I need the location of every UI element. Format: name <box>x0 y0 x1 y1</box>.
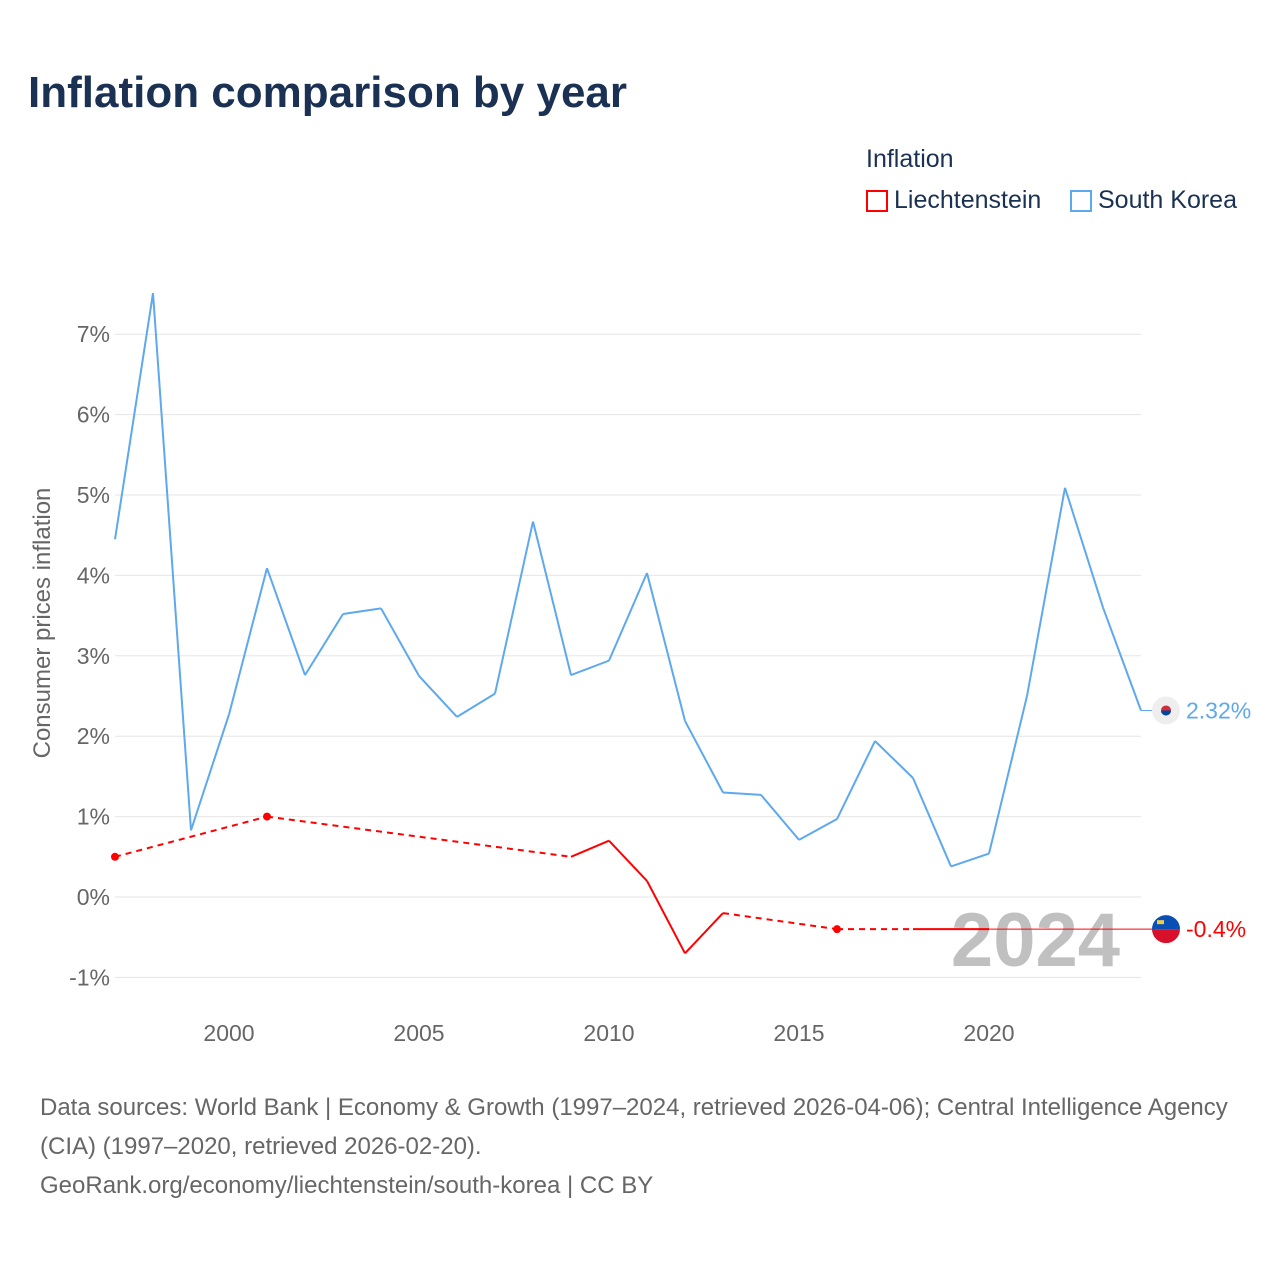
y-axis-label: Consumer prices inflation <box>29 488 56 759</box>
series-segment <box>114 293 154 540</box>
series-segment <box>228 567 268 715</box>
series-segment <box>608 572 648 662</box>
y-tick-label: 5% <box>77 482 110 508</box>
series-segment <box>494 521 534 694</box>
flag-crown <box>1157 920 1164 925</box>
x-tick-label: 2015 <box>773 1020 824 1046</box>
x-tick-label: 2000 <box>203 1020 254 1046</box>
series-segment <box>570 839 610 858</box>
series-segment <box>304 613 344 676</box>
year-watermark: 2024 <box>951 898 1120 983</box>
data-point <box>833 925 841 934</box>
series-segment <box>570 659 610 677</box>
series-segment <box>874 740 914 779</box>
series-segment <box>1064 487 1104 608</box>
series-segment <box>912 777 952 867</box>
page-title: Inflation comparison by year <box>28 68 628 117</box>
source-text: Data sources: World Bank | Economy & Gro… <box>40 1094 1228 1160</box>
series-segment <box>760 794 800 841</box>
x-tick-label: 2005 <box>393 1020 444 1046</box>
y-tick-label: 4% <box>77 562 110 588</box>
series-segment <box>266 815 572 858</box>
y-tick-label: 1% <box>77 804 110 830</box>
y-tick-label: 7% <box>77 321 110 347</box>
series-segment <box>684 720 724 793</box>
x-tick-label: 2020 <box>963 1020 1014 1046</box>
y-tick-label: 6% <box>77 402 110 428</box>
series-segment <box>722 791 762 796</box>
series-segment <box>342 607 382 615</box>
y-tick-label: 0% <box>77 884 110 910</box>
x-tick-label: 2010 <box>583 1020 634 1046</box>
legend-label: South Korea <box>1098 186 1237 214</box>
y-tick-label: 2% <box>77 723 110 749</box>
series-segment <box>532 521 572 676</box>
series-segment <box>190 714 230 831</box>
series-segment <box>836 740 876 820</box>
data-point <box>263 812 271 821</box>
footer: Data sources: World Bank | Economy & Gro… <box>40 1088 1250 1205</box>
series-segment <box>608 840 648 882</box>
legend-item-liechtenstein[interactable]: Liechtenstein <box>866 186 1041 215</box>
legend-item-south-korea[interactable]: South Korea <box>1070 186 1237 215</box>
series-segment <box>152 293 192 831</box>
legend-swatch <box>1070 189 1092 212</box>
y-tick-label: 3% <box>77 643 110 669</box>
series-segment <box>456 692 496 718</box>
series-segment <box>722 912 838 931</box>
series-segment <box>646 572 686 722</box>
series-segment <box>798 818 838 841</box>
data-point <box>111 852 119 861</box>
legend-label: Liechtenstein <box>894 186 1042 214</box>
series-segment <box>266 567 306 676</box>
series-segment <box>646 880 686 954</box>
series-segment <box>1026 487 1066 697</box>
liechtenstein-flag-icon <box>1152 915 1181 930</box>
series-segment <box>684 912 724 954</box>
series-segment <box>418 675 458 718</box>
series-segment <box>1102 607 1142 711</box>
liechtenstein-flag-red <box>1152 929 1181 944</box>
series-segment <box>988 695 1028 854</box>
series-segment <box>380 607 420 677</box>
end-value-label: -0.4% <box>1186 916 1246 942</box>
legend-title: Inflation <box>866 145 954 173</box>
flag-taegeuk-blue <box>1161 710 1171 716</box>
end-value-label: 2.32% <box>1186 697 1251 723</box>
y-tick-label: -1% <box>69 964 110 990</box>
attribution-link[interactable]: GeoRank.org/economy/liechtenstein/south-… <box>40 1172 654 1199</box>
series-segment <box>950 852 990 868</box>
legend-swatch <box>866 189 888 212</box>
series-segment <box>114 815 268 858</box>
